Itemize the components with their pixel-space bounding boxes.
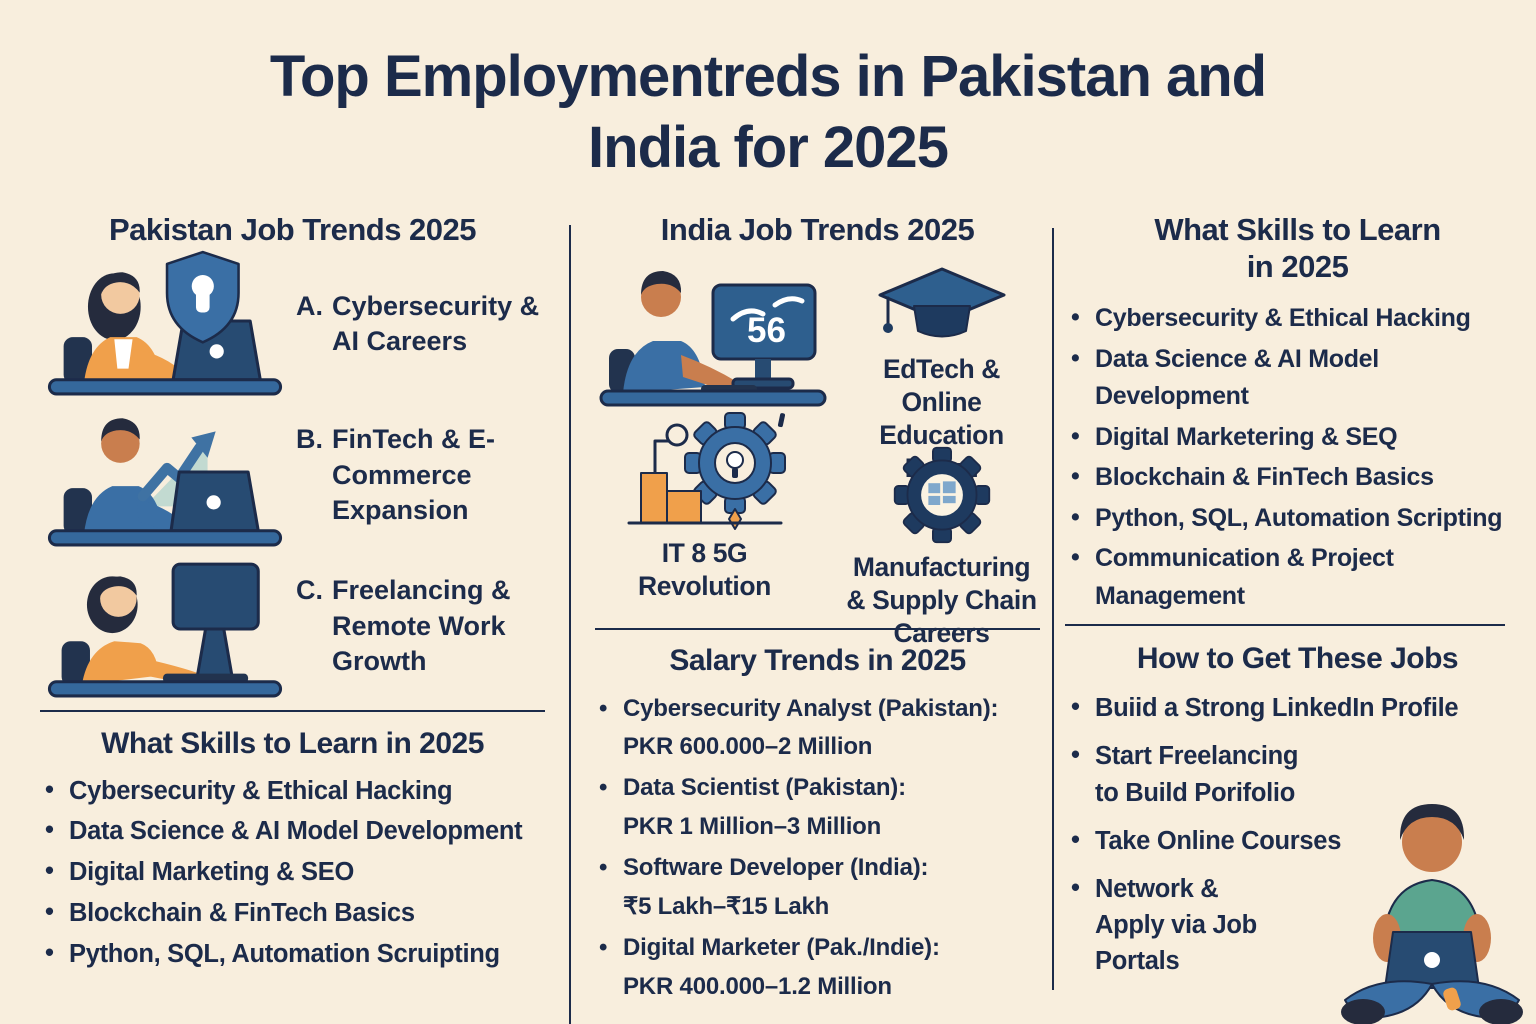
- trend-letter: A.: [296, 290, 323, 321]
- pakistan-trends-section: Pakistan Job Trends 2025: [40, 212, 545, 975]
- pakistan-skills-list: Cybersecurity & Ethical Hacking Data Sci…: [40, 770, 545, 975]
- salary-range: PKR 1 Million–3 Million: [623, 813, 882, 841]
- list-item: Blockchain & FinTech Basics: [1065, 458, 1530, 497]
- gear-bar-chart-icon: [627, 411, 786, 530]
- trend-item-fintech: B. FinTech & E-Commerce Expansion: [40, 400, 545, 551]
- salary-range: PKR 400.000–1.2 Million: [623, 972, 892, 1000]
- salary-list: Cybersecurity Analyst (Pakistan): PKR 60…: [595, 690, 1040, 1007]
- trend-letter: C.: [296, 575, 323, 606]
- trend-letter: B.: [296, 424, 323, 455]
- how-to-list: Buiid a Strong LinkedIn Profile Start Fr…: [1065, 689, 1530, 980]
- page-title-line1: Top Employmentreds in Pakistan and: [269, 44, 1267, 109]
- list-item: Python, SQL, Automation Scripting: [1065, 499, 1530, 538]
- 5g-monitor-icon: 56: [711, 283, 817, 390]
- list-item: Cybersecurity Analyst (Pakistan): PKR 60…: [595, 690, 1040, 768]
- india-trends-section: India Job Trends 2025 56: [595, 212, 1040, 1009]
- list-item: Data Science & AI Model Development: [1065, 340, 1415, 416]
- india-trends-heading: India Job Trends 2025: [660, 212, 975, 247]
- column-divider-left: [569, 225, 571, 1024]
- salary-heading: Salary Trends in 2025: [669, 643, 966, 677]
- trend-caption: IT 8 5G Revolution: [638, 537, 771, 601]
- how-to-heading: How to Get These Jobs: [1136, 642, 1459, 676]
- trend-item-manufacturing: Manufacturing & Supply Chain Careers: [843, 445, 1040, 650]
- trend-label: C. Freelancing & Remote Work Growth: [296, 573, 544, 678]
- trend-item-cybersecurity: A. Cybersecurity & AI Careers: [40, 249, 545, 400]
- list-item: Python, SQL, Automation Scruipting: [40, 933, 545, 975]
- cross-legged-man-laptop-illustration: [1341, 804, 1523, 1024]
- salary-role: Data Scientist (Pakistan):: [623, 774, 906, 802]
- salary-range: PKR 600.000–2 Million: [623, 733, 873, 761]
- gear-icon: [683, 411, 786, 530]
- how-to-section: Buiid a Strong LinkedIn Profile Start Fr…: [1065, 689, 1530, 1024]
- salary-role: Cybersecurity Analyst (Pakistan):: [623, 694, 999, 722]
- woman-laptop-shield-illustration: [47, 250, 283, 396]
- india-skills-heading: What Skills to Learn in 2025: [1154, 212, 1441, 284]
- trend-item-it-worker: 56: [597, 257, 829, 414]
- desktop-monitor-icon: [171, 562, 260, 678]
- man-laptop-growth-arrow-illustration: [47, 418, 283, 547]
- list-item: Software Developer (India): ₹5 Lakh–₹15 …: [595, 849, 1040, 927]
- list-item: Start Freelancing to Build Porifolio: [1065, 737, 1320, 810]
- salary-role: Software Developer (India):: [623, 854, 929, 882]
- india-skills-list: Cybersecurity & Ethical Hacking Data Sci…: [1065, 299, 1530, 615]
- list-item: Digital Marketing & SEO: [40, 851, 545, 893]
- list-item: Blockchain & FinTech Basics: [40, 892, 545, 934]
- section-divider: [595, 627, 1040, 630]
- page-title: Top Employmentreds in Pakistan and India…: [0, 42, 1536, 184]
- bar-chart-icon: [639, 471, 702, 524]
- column-divider-right: [1052, 228, 1054, 990]
- salary-range: ₹5 Lakh–₹15 Lakh: [623, 892, 830, 920]
- shield-keyhole-icon: [165, 250, 240, 344]
- list-item: Communication & Project Management: [1065, 539, 1415, 615]
- list-item: Network & Apply via Job Portals: [1065, 870, 1280, 980]
- list-item: Cybersecurity & Ethical Hacking: [40, 770, 545, 812]
- section-divider: [1065, 624, 1505, 627]
- trend-item-it-5g: IT 8 5G Revolution: [607, 409, 802, 603]
- list-item: Take Online Courses: [1065, 822, 1530, 859]
- list-item: Digital Marketer (Pak./Indie): PKR 400.0…: [595, 929, 1040, 1007]
- trend-label: B. FinTech & E-Commerce Expansion: [296, 422, 514, 527]
- pakistan-trends-heading: Pakistan Job Trends 2025: [108, 212, 477, 247]
- trend-text: Freelancing & Remote Work Growth: [332, 575, 511, 676]
- gear-logistics-icon: [893, 446, 990, 543]
- list-item: Cybersecurity & Ethical Hacking: [1065, 299, 1530, 338]
- page-title-line2: India for 2025: [588, 114, 949, 180]
- india-trends-grid: 56 EdTech & Online: [595, 249, 1040, 648]
- trend-text: Cybersecurity & AI Careers: [332, 290, 540, 357]
- man-at-5g-monitor-illustration: 56: [599, 270, 827, 407]
- pakistan-skills-heading: What Skills to Learn in 2025: [101, 726, 484, 760]
- trend-item-freelancing: C. Freelancing & Remote Work Growth: [40, 551, 545, 702]
- salary-role: Digital Marketer (Pak./Indie):: [623, 933, 940, 961]
- section-divider: [40, 709, 545, 712]
- india-skills-section: What Skills to Learn in 2025 Cybersecuri…: [1065, 212, 1530, 1024]
- graduation-cap-icon: [878, 267, 1005, 338]
- list-item: Buiid a Strong LinkedIn Profile: [1065, 689, 1530, 726]
- trend-caption: Manufacturing & Supply Chain Careers: [846, 551, 1037, 648]
- list-item: Data Science & AI Model Development: [40, 810, 545, 852]
- list-item: Data Scientist (Pakistan): PKR 1 Million…: [595, 769, 1040, 847]
- trend-text: FinTech & E-Commerce Expansion: [332, 424, 496, 525]
- trend-label: A. Cybersecurity & AI Careers: [296, 289, 550, 359]
- list-item: Digital Marketering & SEQ: [1065, 418, 1530, 457]
- supply-grid-icon: [927, 480, 956, 505]
- monitor-screen-text: 56: [747, 311, 786, 350]
- woman-desktop-illustration: [47, 562, 283, 698]
